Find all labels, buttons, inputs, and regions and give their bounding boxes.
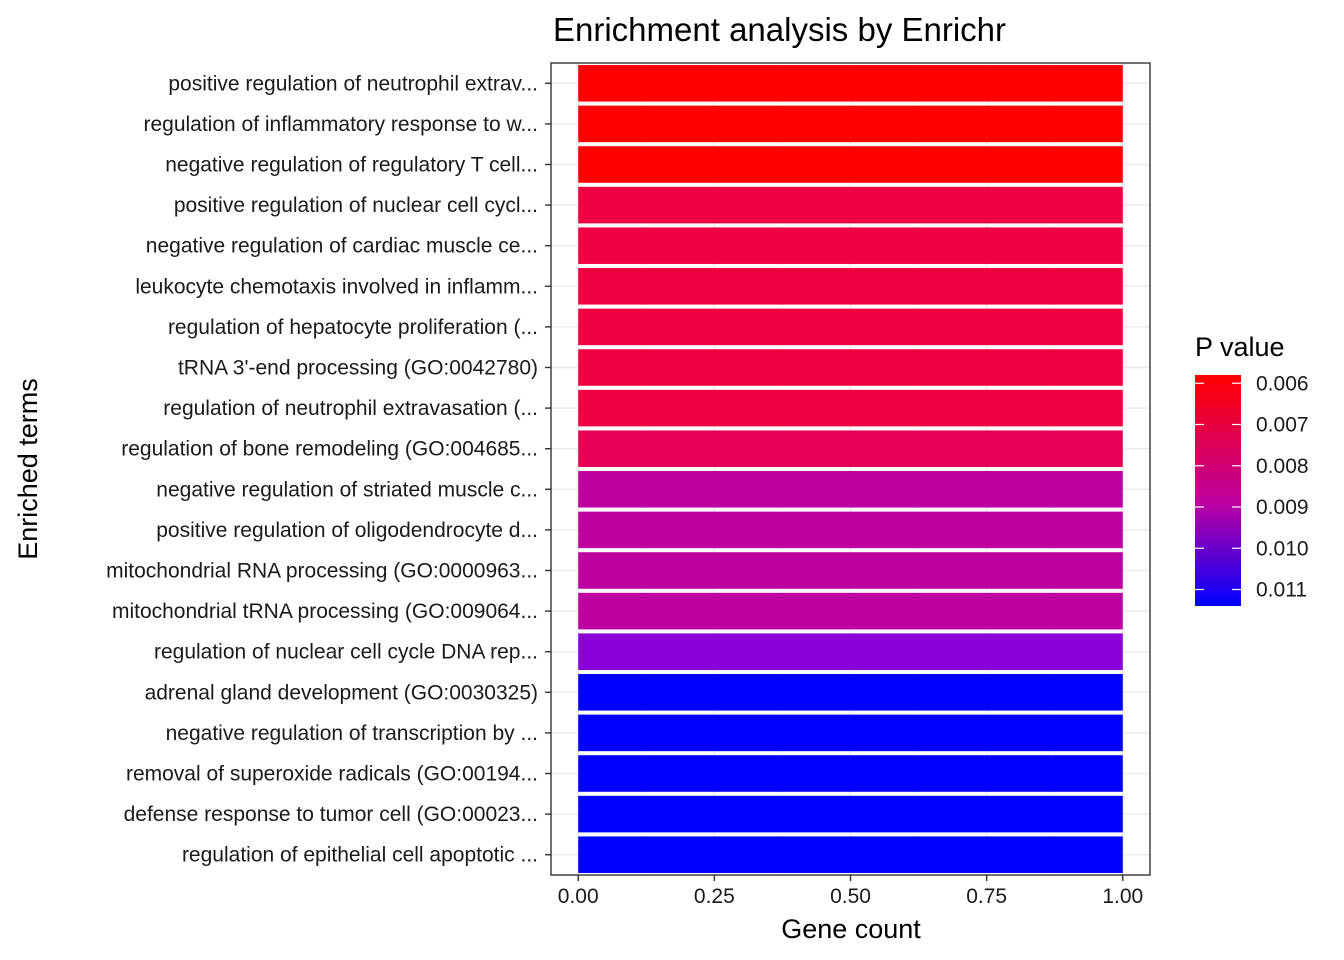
bar (578, 795, 1123, 833)
y-tick-label: defense response to tumor cell (GO:00023… (124, 803, 538, 826)
y-tick-label: leukocyte chemotaxis involved in inflamm… (135, 275, 538, 298)
y-tick-label: negative regulation of regulatory T cell… (165, 154, 538, 177)
x-tick-label: 0.50 (830, 885, 871, 908)
y-tick-label: negative regulation of striated muscle c… (156, 478, 538, 501)
x-tick-label: 0.00 (558, 885, 599, 908)
bar (578, 65, 1123, 102)
chart-title: Enrichment analysis by Enrichr (553, 11, 1006, 48)
y-tick-label: tRNA 3'-end processing (GO:0042780) (178, 357, 538, 380)
y-tick-label: positive regulation of neutrophil extrav… (168, 72, 538, 95)
bar (578, 430, 1123, 467)
x-axis-title: Gene count (781, 914, 921, 944)
y-tick-label: regulation of inflammatory response to w… (143, 113, 538, 136)
plot-panel (550, 62, 1151, 876)
bar (578, 552, 1123, 589)
bar (578, 714, 1123, 752)
bar (578, 268, 1123, 305)
legend-label: 0.007 (1256, 414, 1309, 437)
legend-label: 0.010 (1256, 537, 1309, 560)
bar (578, 755, 1123, 792)
bar (578, 511, 1123, 549)
y-tick-label: negative regulation of cardiac muscle ce… (146, 235, 538, 258)
bar (578, 227, 1123, 264)
y-tick-label: mitochondrial RNA processing (GO:0000963… (106, 560, 538, 583)
x-tick-label: 1.00 (1102, 885, 1143, 908)
bars (578, 65, 1123, 873)
legend-label: 0.011 (1256, 579, 1307, 602)
y-tick-label: regulation of bone remodeling (GO:004685… (121, 438, 538, 461)
legend-title: P value (1195, 332, 1285, 362)
y-tick-label: adrenal gland development (GO:0030325) (145, 681, 538, 704)
bar (578, 105, 1123, 143)
y-tick-label: regulation of epithelial cell apoptotic … (182, 844, 538, 867)
y-tick-label: regulation of hepatocyte proliferation (… (168, 316, 538, 339)
y-axis: positive regulation of neutrophil extrav… (106, 72, 551, 867)
bar (578, 592, 1123, 630)
y-axis-title: Enriched terms (13, 378, 43, 560)
x-tick-label: 0.25 (694, 885, 735, 908)
bar (578, 471, 1123, 508)
x-axis: 0.00 0.25 0.50 0.75 1.00 (558, 875, 1143, 908)
legend-colorbar (1195, 375, 1241, 606)
bar (578, 674, 1123, 711)
y-tick-label: regulation of nuclear cell cycle DNA rep… (154, 641, 538, 664)
legend-label: 0.008 (1256, 455, 1309, 478)
bar (578, 389, 1123, 427)
legend-ticks: 0.006 0.007 0.008 0.009 0.010 0.011 (1195, 372, 1309, 602)
legend: P value 0.006 0.007 0.008 0.009 0.010 0.011 (1195, 332, 1309, 606)
legend-label: 0.009 (1256, 496, 1309, 519)
y-tick-label: negative regulation of transcription by … (166, 722, 538, 745)
y-tick-label: regulation of neutrophil extravasation (… (163, 397, 538, 420)
bar (578, 308, 1123, 346)
bar (578, 836, 1123, 873)
x-tick-label: 0.75 (966, 885, 1007, 908)
y-tick-label: positive regulation of nuclear cell cycl… (174, 194, 538, 217)
bar (578, 146, 1123, 183)
legend-label: 0.006 (1256, 372, 1309, 395)
bar (578, 349, 1123, 386)
y-tick-label: positive regulation of oligodendrocyte d… (156, 519, 538, 542)
y-tick-label: mitochondrial tRNA processing (GO:009064… (112, 600, 538, 623)
y-tick-label: removal of superoxide radicals (GO:00194… (126, 763, 538, 786)
bar (578, 186, 1123, 224)
bar (578, 633, 1123, 670)
